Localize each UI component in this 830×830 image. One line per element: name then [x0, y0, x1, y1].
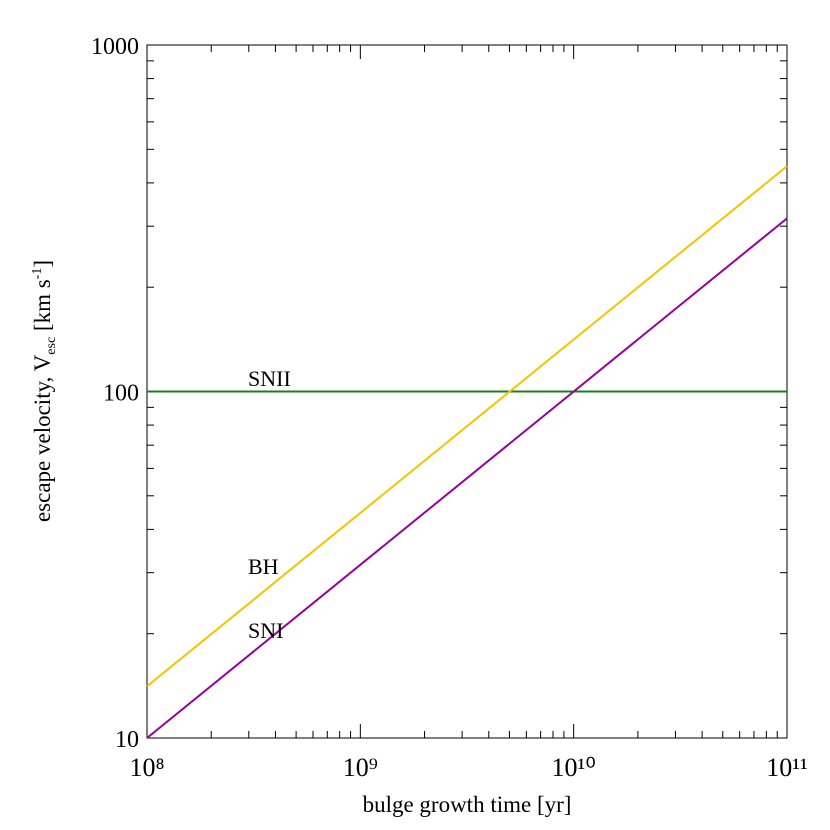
- x-axis-label: bulge growth time [yr]: [363, 792, 572, 817]
- y-label-part: [km s: [30, 279, 55, 337]
- y-axis-label: escape velocity, Vesc [km s-1]: [30, 260, 59, 522]
- x-tick-label: 10⁸: [129, 753, 164, 782]
- y-tick-label: 1000: [91, 34, 139, 60]
- x-tick-label: 10¹⁰: [552, 753, 596, 782]
- y-label-sup: -1: [30, 268, 45, 280]
- y-label-part: ]: [30, 260, 55, 268]
- y-tick-label: 100: [103, 381, 139, 407]
- series-line: [146, 165, 788, 688]
- x-tick-label: 10¹¹: [766, 753, 808, 782]
- series-label: BH: [248, 554, 279, 579]
- series-label: SNII: [248, 366, 291, 391]
- series-label: SNI: [248, 618, 283, 643]
- x-tick-label: 10⁹: [343, 753, 378, 782]
- y-label-part: escape velocity, V: [30, 354, 55, 522]
- series-line: [146, 217, 788, 739]
- y-label-sub: esc: [44, 337, 59, 355]
- y-tick-label: 10: [115, 727, 139, 753]
